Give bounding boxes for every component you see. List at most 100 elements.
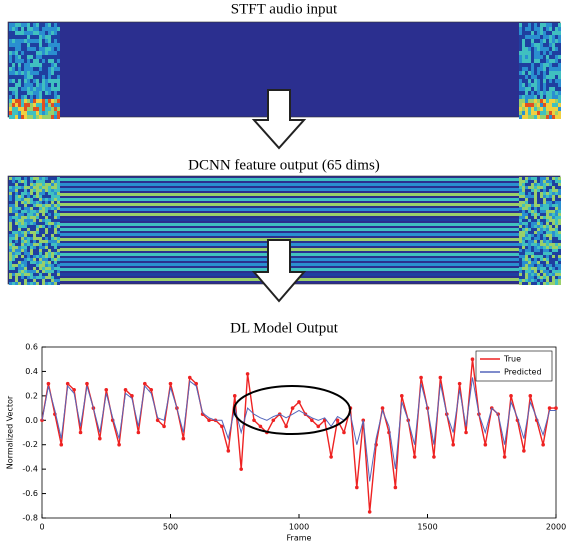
texture [531, 75, 534, 79]
texture [15, 228, 18, 231]
texture [39, 270, 42, 273]
texture [21, 59, 24, 63]
texture [33, 267, 36, 270]
texture [12, 237, 15, 240]
texture [552, 219, 555, 222]
texture [552, 177, 555, 180]
x-tick-label: 1500 [417, 523, 437, 532]
texture [9, 246, 12, 249]
texture [540, 59, 543, 63]
texture [555, 246, 558, 249]
texture [543, 261, 546, 264]
texture [534, 192, 537, 195]
texture [9, 83, 12, 87]
texture [12, 115, 15, 119]
texture [537, 111, 540, 115]
texture [24, 107, 27, 111]
texture [537, 115, 540, 119]
texture [48, 234, 51, 237]
texture [9, 91, 12, 95]
texture [45, 240, 48, 243]
texture [51, 183, 54, 186]
texture [549, 103, 552, 107]
texture [549, 243, 552, 246]
texture [549, 35, 552, 39]
texture [15, 79, 18, 83]
texture [543, 91, 546, 95]
texture [48, 111, 51, 115]
texture [555, 103, 558, 107]
texture [30, 195, 33, 198]
texture [546, 75, 549, 79]
texture [30, 75, 33, 79]
texture [39, 63, 42, 67]
texture [12, 23, 15, 27]
texture [525, 231, 528, 234]
texture [531, 225, 534, 228]
texture [540, 252, 543, 255]
texture [51, 210, 54, 213]
texture [549, 237, 552, 240]
texture [546, 264, 549, 267]
texture [549, 240, 552, 243]
texture [57, 195, 60, 198]
texture [12, 276, 15, 279]
point [502, 455, 507, 459]
texture [555, 107, 558, 111]
texture [42, 219, 45, 222]
texture [555, 63, 558, 67]
texture [522, 252, 525, 255]
texture [57, 240, 60, 243]
texture [60, 208, 519, 211]
texture [540, 35, 543, 39]
texture [30, 213, 33, 216]
texture [36, 186, 39, 189]
texture [534, 75, 537, 79]
texture [537, 103, 540, 107]
texture [549, 59, 552, 63]
texture [18, 192, 21, 195]
texture [42, 195, 45, 198]
texture [18, 243, 21, 246]
texture [519, 79, 522, 83]
texture [45, 195, 48, 198]
texture [45, 189, 48, 192]
texture [525, 186, 528, 189]
texture [45, 180, 48, 183]
texture [42, 31, 45, 35]
texture [48, 258, 51, 261]
texture [15, 39, 18, 43]
texture [30, 83, 33, 87]
texture [519, 201, 522, 204]
texture [33, 219, 36, 222]
texture [18, 213, 21, 216]
texture [546, 198, 549, 201]
texture [546, 177, 549, 180]
texture [45, 270, 48, 273]
texture [54, 91, 57, 95]
texture [534, 234, 537, 237]
texture [558, 201, 561, 204]
texture [30, 246, 33, 249]
texture [51, 115, 54, 119]
texture [555, 249, 558, 252]
texture [33, 207, 36, 210]
texture [27, 95, 30, 99]
texture [15, 240, 18, 243]
texture [57, 95, 60, 99]
texture [18, 216, 21, 219]
texture [18, 115, 21, 119]
texture [558, 210, 561, 213]
texture [27, 270, 30, 273]
texture [549, 279, 552, 282]
texture [39, 71, 42, 75]
texture [522, 87, 525, 91]
texture [54, 225, 57, 228]
plot-area [41, 346, 557, 519]
texture [51, 234, 54, 237]
texture [549, 39, 552, 43]
texture [525, 103, 528, 107]
texture [540, 219, 543, 222]
texture [21, 35, 24, 39]
texture [555, 43, 558, 47]
